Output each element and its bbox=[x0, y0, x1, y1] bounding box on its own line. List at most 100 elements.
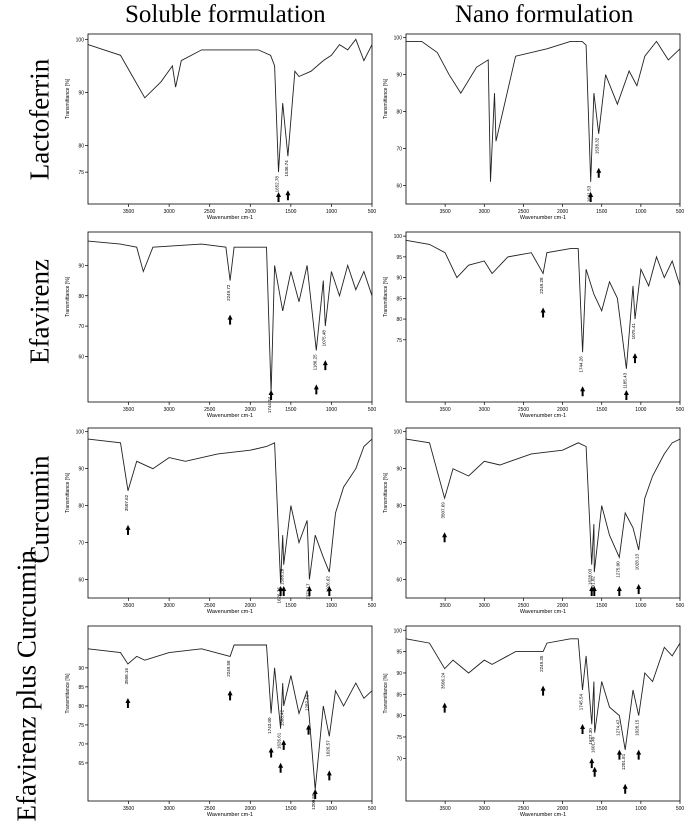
y-tick-label: 60 bbox=[78, 578, 84, 584]
spectrum-efavirenz-nano: 3500 3000 2500 2000 1500 1000 500 100 95 90 85 80 75… bbox=[383, 231, 685, 419]
x-tick-label: 1500 bbox=[285, 806, 296, 812]
peak-label: 1628.03 bbox=[588, 568, 593, 585]
peak-arrow bbox=[281, 739, 287, 750]
y-tick-label: 90 bbox=[78, 90, 84, 96]
peak-label: 1538.32 bbox=[595, 137, 600, 154]
x-tick-label: 3500 bbox=[123, 603, 134, 609]
spectrum-line bbox=[405, 638, 681, 750]
peak-arrow bbox=[306, 586, 312, 596]
y-tick-label: 85 bbox=[396, 692, 402, 698]
peak-arrow bbox=[125, 524, 131, 535]
peak-arrow bbox=[281, 586, 287, 596]
y-tick-label: 80 bbox=[396, 110, 402, 116]
x-tick-label: 1500 bbox=[596, 603, 607, 609]
peak-label: 1200.58 bbox=[311, 793, 316, 810]
y-tick-label: 70 bbox=[396, 147, 402, 153]
y-tick-label: 90 bbox=[396, 73, 402, 79]
x-tick-label: 1000 bbox=[326, 407, 337, 413]
x-tick-label: 500 bbox=[368, 209, 377, 215]
x-tick-label: 500 bbox=[368, 806, 377, 812]
peak-arrow bbox=[322, 360, 328, 371]
y-axis-label: Transmittance [%] bbox=[383, 276, 389, 317]
spectrum-curcumin-soluble: 3500 3000 2500 2000 1500 1000 500 100 90 80 70 60 Wa… bbox=[65, 427, 377, 615]
spectrum-line bbox=[87, 438, 373, 584]
peak-arrow bbox=[596, 167, 602, 178]
peak-arrow bbox=[268, 390, 274, 400]
x-tick-label: 1000 bbox=[326, 806, 337, 812]
x-tick-label: 2000 bbox=[245, 806, 256, 812]
y-tick-label: 100 bbox=[394, 430, 403, 436]
peak-label: 3507.69 bbox=[441, 502, 446, 519]
y-tick-label: 100 bbox=[76, 37, 85, 43]
x-axis-label: Wavenumber cm-1 bbox=[520, 812, 566, 818]
y-axis-label: Transmittance [%] bbox=[383, 673, 389, 714]
y-tick-label: 80 bbox=[78, 294, 84, 300]
peak-arrow bbox=[540, 685, 546, 696]
peak-label: 3507.62 bbox=[124, 494, 129, 511]
peak-arrow bbox=[313, 384, 319, 395]
peak-label: 1641.53 bbox=[587, 185, 592, 202]
peak-label: 1028.15 bbox=[635, 719, 640, 736]
y-tick-label: 70 bbox=[396, 756, 402, 762]
peak-arrow bbox=[622, 783, 628, 794]
peak-label: 1627.30 bbox=[588, 728, 593, 745]
plot-frame bbox=[405, 427, 681, 599]
x-axis-label: Wavenumber cm-1 bbox=[207, 413, 253, 419]
y-tick-label: 70 bbox=[78, 742, 84, 748]
x-tick-label: 1000 bbox=[635, 603, 646, 609]
peak-label: 1744.26 bbox=[579, 356, 584, 373]
peak-arrow bbox=[326, 586, 332, 596]
peak-arrow bbox=[580, 724, 586, 735]
x-tick-label: 3500 bbox=[440, 209, 451, 215]
y-tick-label: 60 bbox=[396, 578, 402, 584]
peak-label: 1274.47 bbox=[615, 719, 620, 736]
peak-arrow bbox=[632, 353, 638, 364]
y-tick-label: 85 bbox=[396, 296, 402, 302]
y-tick-label: 100 bbox=[394, 36, 403, 42]
x-axis-label: Wavenumber cm-1 bbox=[207, 609, 253, 615]
x-tick-label: 500 bbox=[368, 603, 377, 609]
peak-label: 2249.35 bbox=[539, 655, 544, 672]
x-tick-label: 2500 bbox=[518, 806, 529, 812]
x-tick-label: 3000 bbox=[479, 806, 490, 812]
x-tick-label: 1000 bbox=[326, 209, 337, 215]
peak-arrow bbox=[580, 386, 586, 397]
y-axis-label: Transmittance [%] bbox=[65, 78, 71, 119]
peak-arrow bbox=[125, 698, 131, 709]
y-tick-label: 70 bbox=[78, 324, 84, 330]
y-tick-label: 80 bbox=[396, 504, 402, 510]
peak-label: 1744.34 bbox=[267, 396, 272, 413]
peak-label: 1745.54 bbox=[579, 694, 584, 711]
peak-label: 1601.40 bbox=[591, 736, 596, 753]
x-tick-label: 1000 bbox=[326, 603, 337, 609]
y-tick-label: 95 bbox=[396, 650, 402, 656]
plot-frame bbox=[87, 625, 373, 802]
peak-label: 1275.00 bbox=[615, 561, 620, 578]
x-tick-label: 3500 bbox=[440, 603, 451, 609]
y-tick-label: 75 bbox=[78, 723, 84, 729]
y-tick-label: 80 bbox=[396, 317, 402, 323]
y-tick-label: 80 bbox=[78, 504, 84, 510]
plot-frame bbox=[405, 231, 681, 403]
spectrum-line bbox=[87, 240, 373, 393]
peak-label: 1075.48 bbox=[321, 330, 326, 347]
peak-label: 1271.17 bbox=[305, 583, 310, 600]
peak-arrow bbox=[589, 586, 595, 596]
spectrum-line bbox=[87, 38, 373, 173]
peak-arrow bbox=[636, 583, 642, 594]
y-tick-label: 80 bbox=[78, 144, 84, 150]
plot-frame bbox=[405, 625, 681, 802]
plot-frame bbox=[87, 427, 373, 599]
x-tick-label: 2500 bbox=[204, 209, 215, 215]
peak-arrow bbox=[442, 532, 448, 543]
x-tick-label: 1500 bbox=[285, 603, 296, 609]
peak-arrow bbox=[623, 390, 629, 400]
y-tick-label: 95 bbox=[396, 255, 402, 261]
x-tick-label: 3000 bbox=[164, 407, 175, 413]
peak-label: 1185.43 bbox=[622, 372, 627, 388]
spectrum-efavirenz-curcumin-soluble: 3500 3000 2500 2000 1500 1000 500 90 85 80 75 70 65 W… bbox=[65, 625, 377, 818]
x-tick-label: 500 bbox=[676, 209, 685, 215]
x-tick-label: 2000 bbox=[245, 603, 256, 609]
x-tick-label: 500 bbox=[676, 407, 685, 413]
peak-arrow bbox=[540, 307, 546, 318]
